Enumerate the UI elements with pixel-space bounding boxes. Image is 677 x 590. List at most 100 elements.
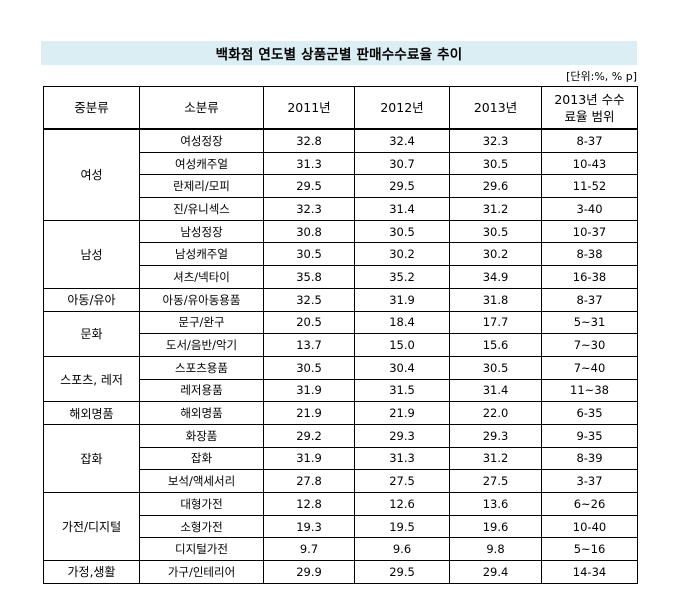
value-2011-cell: 12.8 (263, 492, 355, 516)
range-cell: 8-39 (541, 446, 638, 471)
value-2012-cell: 12.6 (354, 492, 450, 516)
subcategory-cell: 여성캐주얼 (139, 151, 264, 176)
range-cell: 8-37 (541, 128, 638, 153)
subcategory-cell: 진/유니섹스 (139, 197, 264, 221)
table-row: 여성캐주얼 31.3 30.7 30.5 10-43 (44, 151, 638, 176)
subcategory-cell: 도서/음반/악기 (139, 333, 264, 357)
range-cell: 10-37 (541, 219, 638, 244)
table-row: 소형가전 19.3 19.5 19.6 10-40 (44, 514, 638, 539)
subcategory-cell: 디지털가전 (139, 537, 264, 562)
subcategory-cell: 보석/액세서리 (139, 469, 264, 493)
category-cell: 스포츠, 레저 (43, 355, 140, 403)
header-range-line2: 료율 범위 (564, 108, 615, 124)
header-row: 중분류 소분류 2011년 2012년 2013년 2013년 수수 료율 범위 (43, 86, 638, 130)
value-2011-cell: 30.8 (263, 219, 355, 244)
value-2012-cell: 31.3 (354, 446, 450, 471)
value-2011-cell: 30.5 (263, 242, 355, 267)
table-body: 여성 여성정장 32.8 32.4 32.3 8-37 여성캐주얼 31.3 30.7 30.5 1… (43, 128, 638, 584)
range-cell: 3-40 (541, 197, 638, 221)
range-cell: 16-38 (541, 265, 638, 289)
value-2013-cell: 30.5 (449, 355, 542, 380)
unit-note: [단위:%, % p] (566, 70, 637, 83)
category-cell: 가전/디지털 (43, 491, 140, 562)
value-2013-cell: 30.5 (449, 219, 542, 244)
table-row: 진/유니섹스 32.3 31.4 31.2 3-40 (44, 197, 638, 221)
range-cell: 6~26 (541, 492, 638, 516)
value-2011-cell: 9.7 (263, 537, 355, 562)
value-2013-cell: 29.3 (449, 423, 542, 448)
range-cell: 7~40 (541, 355, 638, 380)
subcategory-cell: 남성캐주얼 (139, 242, 264, 267)
value-2013-cell: 13.6 (449, 492, 542, 516)
value-2013-cell: 29.6 (449, 174, 542, 199)
subcategory-cell: 소형가전 (139, 514, 264, 539)
range-cell: 9-35 (541, 423, 638, 448)
subcategory-cell: 대형가전 (139, 492, 264, 516)
range-cell: 14-34 (541, 560, 638, 584)
header-range: 2013년 수수 료율 범위 (541, 86, 638, 130)
value-2012-cell: 18.4 (354, 310, 450, 335)
subcategory-cell: 아동/유아동용품 (139, 287, 264, 312)
value-2011-cell: 30.5 (263, 355, 355, 380)
subcategory-cell: 스포츠용품 (139, 355, 264, 380)
range-cell: 7~30 (541, 333, 638, 357)
category-cell: 문화 (43, 310, 140, 357)
value-2012-cell: 19.5 (354, 514, 450, 539)
value-2012-cell: 29.5 (354, 174, 450, 199)
value-2011-cell: 31.3 (263, 151, 355, 176)
range-cell: 10-40 (541, 514, 638, 539)
range-cell: 3-37 (541, 469, 638, 493)
value-2013-cell: 15.6 (449, 333, 542, 357)
value-2012-cell: 15.0 (354, 333, 450, 357)
table-row: 잡화 31.9 31.3 31.2 8-39 (44, 446, 638, 471)
table-row: 셔츠/넥타이 35.8 35.2 34.9 16-38 (44, 265, 638, 289)
value-2011-cell: 29.2 (263, 423, 355, 448)
table-row: 아동/유아 아동/유아동용품 32.5 31.9 31.8 8-37 (43, 287, 638, 312)
value-2011-cell: 31.9 (263, 378, 355, 403)
value-2013-cell: 19.6 (449, 514, 542, 539)
value-2011-cell: 20.5 (263, 310, 355, 335)
table-row: 남성캐주얼 30.5 30.2 30.2 8-38 (44, 242, 638, 267)
subcategory-cell: 가구/인테리어 (139, 560, 264, 584)
value-2011-cell: 19.3 (263, 514, 355, 539)
value-2012-cell: 9.6 (354, 537, 450, 562)
value-2012-cell: 31.4 (354, 197, 450, 221)
value-2011-cell: 32.3 (263, 197, 355, 221)
range-cell: 8-37 (541, 287, 638, 312)
value-2011-cell: 35.8 (263, 265, 355, 289)
value-2011-cell: 29.9 (263, 560, 355, 584)
subcategory-cell: 해외명품 (139, 401, 264, 425)
subcategory-cell: 잡화 (139, 446, 264, 471)
value-2011-cell: 32.5 (263, 287, 355, 312)
table-row: 가전/디지털 대형가전 12.8 12.6 13.6 6~26 (43, 491, 638, 562)
value-2012-cell: 29.3 (354, 423, 450, 448)
header-2013: 2013년 (449, 86, 542, 130)
subcategory-cell: 남성정장 (139, 219, 264, 244)
value-2011-cell: 29.5 (263, 174, 355, 199)
value-2013-cell: 27.5 (449, 469, 542, 493)
value-2012-cell: 27.5 (354, 469, 450, 493)
table-row: 스포츠, 레저 스포츠용품 30.5 30.4 30.5 7~40 (43, 355, 638, 403)
range-cell: 5~16 (541, 537, 638, 562)
value-2012-cell: 29.5 (354, 560, 450, 584)
table-title: 백화점 연도별 상품군별 판매수수료율 추이 (41, 41, 637, 65)
range-cell: 11~38 (541, 378, 638, 403)
header-2011: 2011년 (263, 86, 355, 130)
table-row: 문화 문구/완구 20.5 18.4 17.7 5~31 (43, 310, 638, 357)
header-range-line1: 2013년 수수 (554, 91, 625, 107)
subcategory-cell: 여성정장 (139, 128, 264, 153)
table-row: 해외명품 해외명품 21.9 21.9 22.0 6-35 (43, 401, 638, 425)
value-2012-cell: 30.2 (354, 242, 450, 267)
range-cell: 8-38 (541, 242, 638, 267)
range-cell: 11-52 (541, 174, 638, 199)
value-2012-cell: 30.7 (354, 151, 450, 176)
value-2013-cell: 22.0 (449, 401, 542, 425)
value-2011-cell: 13.7 (263, 333, 355, 357)
value-2012-cell: 30.4 (354, 355, 450, 380)
table-row: 남성 남성정장 30.8 30.5 30.5 10-37 (43, 219, 638, 289)
header-subcategory: 소분류 (139, 86, 264, 130)
category-cell: 아동/유아 (43, 287, 140, 312)
table-row: 여성 여성정장 32.8 32.4 32.3 8-37 (43, 128, 638, 221)
value-2013-cell: 34.9 (449, 265, 542, 289)
table-row: 잡화 화장품 29.2 29.3 29.3 9-35 (43, 423, 638, 494)
